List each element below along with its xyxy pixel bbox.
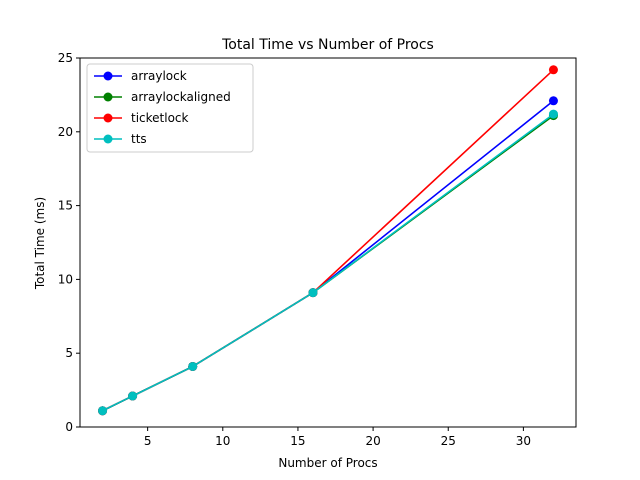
data-point-tts: [188, 361, 198, 371]
data-point-tts: [548, 109, 558, 119]
legend-frame: [86, 63, 254, 153]
x-tick-label: 15: [290, 434, 305, 448]
x-axis-label: Number of Procs: [278, 456, 377, 470]
chart-title: Total Time vs Number of Procs: [221, 37, 434, 53]
data-point-ticketlock: [548, 65, 558, 75]
data-point-tts: [308, 288, 318, 298]
x-tick-label: 25: [441, 434, 456, 448]
data-point-tts: [128, 391, 138, 401]
x-tick-label: 10: [215, 434, 230, 448]
legend-label-ticketlock: ticketlock: [131, 111, 189, 125]
legend-label-tts: tts: [131, 132, 147, 146]
y-tick-label: 10: [58, 272, 73, 286]
y-tick-label: 25: [58, 51, 73, 65]
data-point-tts: [98, 406, 108, 416]
legend-marker-ticketlock: [103, 113, 113, 123]
y-tick-label: 5: [65, 346, 73, 360]
data-point-arraylock: [548, 96, 558, 106]
legend-label-arraylockaligned: arraylockaligned: [131, 90, 231, 104]
plot-area: 5 10 15 20 25 30 0 5 10 15 20 25: [58, 51, 577, 448]
legend: arraylock arraylockaligned ticketlock tts: [86, 63, 254, 153]
legend-label-arraylock: arraylock: [131, 69, 187, 83]
legend-marker-arraylockaligned: [103, 92, 113, 102]
legend-marker-arraylock: [103, 71, 113, 81]
legend-marker-tts: [103, 134, 113, 144]
x-tick-label: 5: [144, 434, 152, 448]
y-tick-label: 20: [58, 125, 73, 139]
y-tick-label: 15: [58, 199, 73, 213]
y-tick-label: 0: [65, 420, 73, 434]
x-tick-label: 20: [365, 434, 380, 448]
axes-frame: [79, 57, 577, 428]
x-tick-label: 30: [516, 434, 531, 448]
y-axis-label: Total Time (ms): [33, 197, 47, 290]
